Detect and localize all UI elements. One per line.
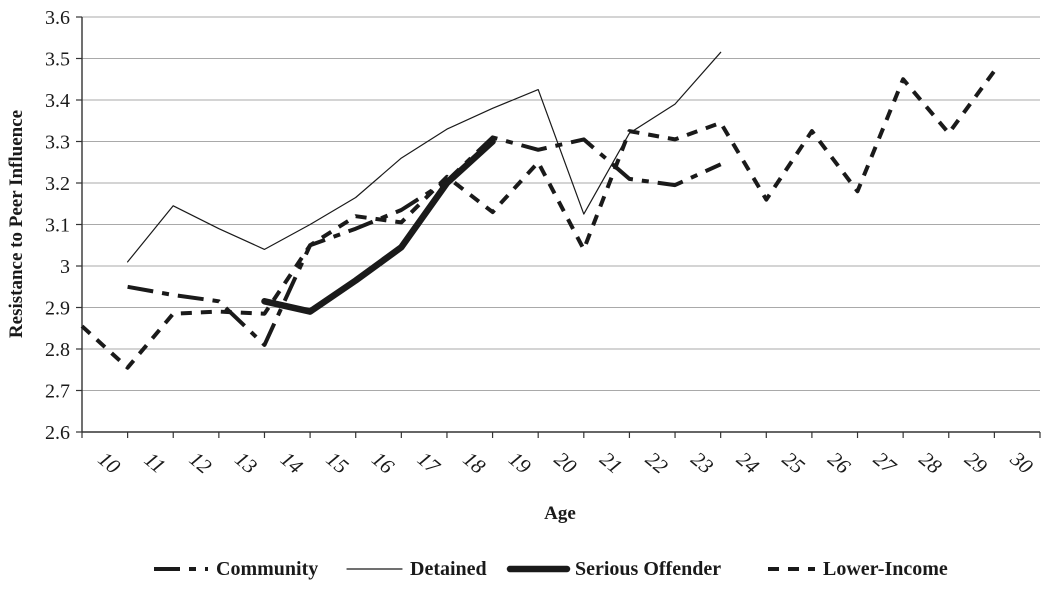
x-tick-label: 12 (185, 447, 217, 479)
legend-label: Detained (410, 558, 487, 580)
y-tick-label: 3.3 (45, 132, 70, 154)
y-tick-labels: 2.6 2.7 2.8 2.9 3 3.1 3.2 3.3 3.4 3.5 3.6 (45, 7, 70, 444)
x-axis-title: Age (544, 503, 576, 524)
legend-item-lower-income: Lower-Income (768, 558, 948, 580)
series-line (127, 51, 722, 263)
x-tick-label: 26 (823, 447, 855, 479)
y-tick-label: 3 (60, 256, 70, 278)
x-tick-label: 20 (550, 447, 582, 479)
legend-item-detained: Detained (346, 558, 487, 580)
x-tick-label: 17 (413, 447, 446, 480)
y-tick-label: 2.7 (45, 381, 70, 403)
y-tick-label: 2.8 (45, 339, 70, 361)
x-tick-label: 27 (869, 447, 902, 480)
x-tick-label: 25 (778, 447, 810, 479)
y-axis-title: Resistance to Peer Influence (6, 110, 27, 338)
y-tick-label: 2.9 (45, 298, 70, 320)
data-series (80, 51, 997, 370)
x-tick-label: 30 (1005, 446, 1038, 479)
x-tick-label: 24 (732, 447, 764, 479)
legend-label: Community (216, 558, 318, 580)
legend: Community Detained Serious Offender Lower-I… (154, 558, 948, 580)
x-tick-label: 29 (960, 447, 992, 479)
y-tick-label: 3.5 (45, 49, 70, 71)
x-tick-label: 13 (230, 447, 262, 479)
x-tick-label: 18 (459, 447, 491, 479)
x-tick-label: 19 (504, 447, 536, 479)
series-line (261, 138, 496, 315)
series-community (127, 135, 722, 347)
series-lower-income (80, 69, 997, 370)
y-tick-label: 2.6 (45, 422, 70, 444)
x-tick-label: 22 (641, 447, 673, 479)
x-tick-label: 11 (140, 447, 170, 478)
axes (76, 16, 1041, 438)
series-detained (127, 51, 722, 263)
series-line (80, 69, 997, 370)
x-tick-label: 28 (915, 447, 947, 479)
legend-label: Lower-Income (823, 558, 948, 580)
y-tick-label: 3.4 (45, 90, 70, 112)
x-tick-label: 10 (94, 447, 126, 479)
x-tick-label: 21 (595, 447, 627, 479)
y-tick-label: 3.2 (45, 173, 70, 195)
legend-item-community: Community (154, 558, 318, 580)
x-tick-labels: 10 11 12 13 14 15 16 17 18 19 20 21 22 23 24 25 26 27 28 29… (94, 446, 1038, 479)
y-tick-label: 3.6 (45, 7, 70, 29)
series-line (127, 135, 722, 347)
series-serious-offender (261, 138, 496, 315)
x-tick-label: 16 (367, 447, 399, 479)
x-tick-label: 23 (687, 447, 719, 479)
legend-label: Serious Offender (575, 558, 721, 580)
x-tick-label: 14 (276, 447, 308, 479)
gridlines (82, 16, 1040, 391)
y-tick-label: 3.1 (45, 215, 70, 237)
x-tick-label: 15 (322, 447, 354, 479)
legend-item-serious-offender: Serious Offender (506, 558, 721, 580)
